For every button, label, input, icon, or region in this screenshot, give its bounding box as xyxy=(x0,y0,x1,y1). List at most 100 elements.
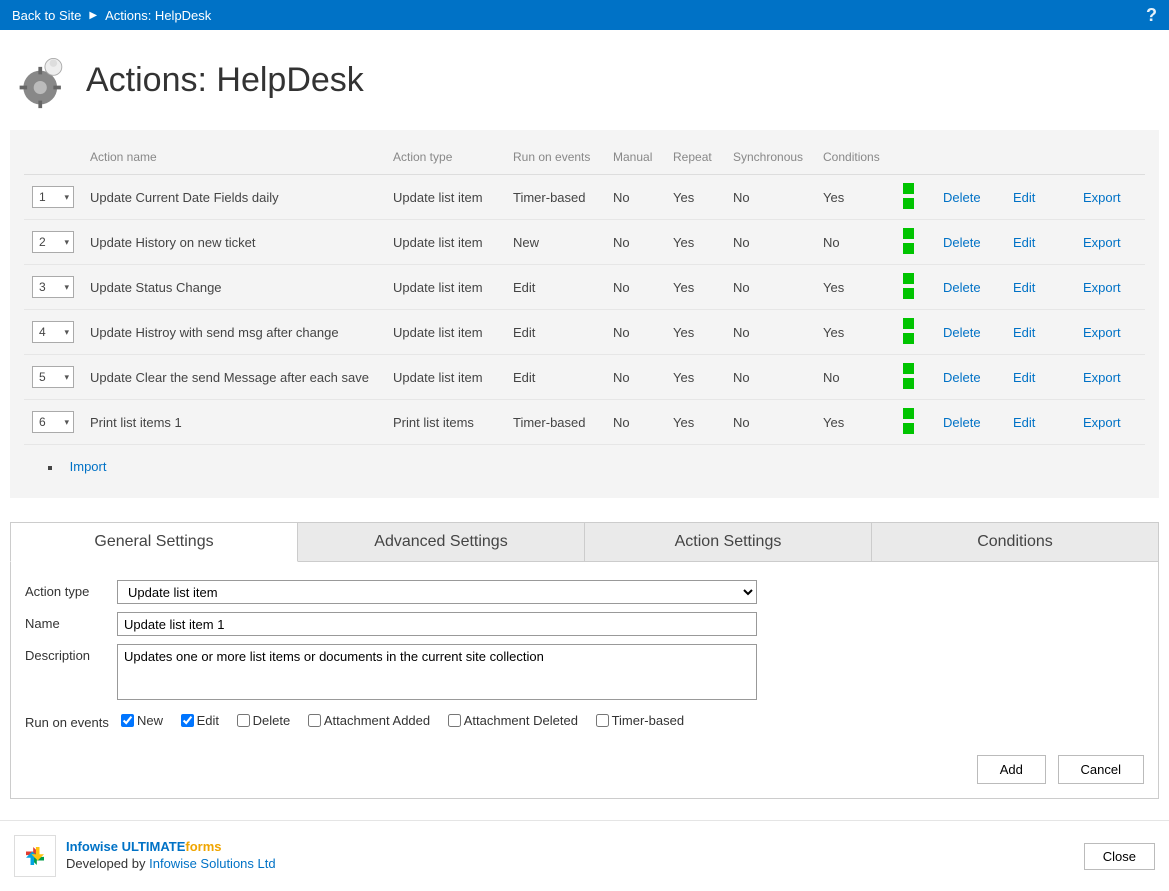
export-link[interactable]: Export xyxy=(1083,415,1121,430)
export-link[interactable]: Export xyxy=(1083,280,1121,295)
cell-status xyxy=(895,175,935,220)
chk-att-deleted[interactable] xyxy=(448,714,461,727)
edit-link[interactable]: Edit xyxy=(1013,190,1035,205)
order-select[interactable]: 6▾ xyxy=(32,411,74,433)
footer: Infowise ULTIMATEforms Developed by Info… xyxy=(0,820,1169,891)
cell-status xyxy=(895,400,935,445)
tabs: General Settings Advanced Settings Actio… xyxy=(10,522,1159,562)
col-type: Action type xyxy=(385,144,505,175)
cell-repeat: Yes xyxy=(665,355,725,400)
cell-status xyxy=(895,265,935,310)
delete-link[interactable]: Delete xyxy=(943,280,981,295)
chk-att-deleted-label: Attachment Deleted xyxy=(464,713,578,728)
chk-new-label: New xyxy=(137,713,163,728)
close-button[interactable]: Close xyxy=(1084,843,1155,870)
add-button[interactable]: Add xyxy=(977,755,1046,784)
order-select[interactable]: 3▾ xyxy=(32,276,74,298)
cell-sync: No xyxy=(725,400,815,445)
edit-link[interactable]: Edit xyxy=(1013,235,1035,250)
cell-status xyxy=(895,220,935,265)
edit-link[interactable]: Edit xyxy=(1013,370,1035,385)
delete-link[interactable]: Delete xyxy=(943,235,981,250)
delete-link[interactable]: Delete xyxy=(943,415,981,430)
order-select[interactable]: 1▾ xyxy=(32,186,74,208)
actions-table: Action name Action type Run on events Ma… xyxy=(24,144,1145,445)
cell-type: Update list item xyxy=(385,355,505,400)
edit-link[interactable]: Edit xyxy=(1013,325,1035,340)
action-type-select[interactable]: Update list item xyxy=(117,580,757,604)
page-header: Actions: HelpDesk xyxy=(0,30,1169,120)
col-manual: Manual xyxy=(605,144,665,175)
events-checkboxes: New Edit Delete Attachment Added Attachm… xyxy=(117,711,757,730)
import-link[interactable]: Import xyxy=(70,459,107,474)
chk-new[interactable] xyxy=(121,714,134,727)
delete-link[interactable]: Delete xyxy=(943,325,981,340)
edit-link[interactable]: Edit xyxy=(1013,280,1035,295)
description-input[interactable] xyxy=(117,644,757,700)
delete-link[interactable]: Delete xyxy=(943,370,981,385)
export-link[interactable]: Export xyxy=(1083,235,1121,250)
cell-run: Edit xyxy=(505,355,605,400)
cell-type: Update list item xyxy=(385,175,505,220)
table-row: 5▾Update Clear the send Message after ea… xyxy=(24,355,1145,400)
tab-conditions[interactable]: Conditions xyxy=(872,522,1159,562)
cell-name: Update Status Change xyxy=(82,265,385,310)
col-repeat: Repeat xyxy=(665,144,725,175)
developed-by: Developed by xyxy=(66,856,149,871)
back-to-site-link[interactable]: Back to Site xyxy=(12,8,81,23)
cell-repeat: Yes xyxy=(665,400,725,445)
actions-panel: Action name Action type Run on events Ma… xyxy=(10,130,1159,498)
chk-timer[interactable] xyxy=(596,714,609,727)
order-select[interactable]: 5▾ xyxy=(32,366,74,388)
chk-att-added[interactable] xyxy=(308,714,321,727)
tab-advanced[interactable]: Advanced Settings xyxy=(298,522,585,562)
breadcrumb-separator: ▶ xyxy=(89,10,97,21)
cell-cond: No xyxy=(815,355,895,400)
tab-action[interactable]: Action Settings xyxy=(585,522,872,562)
col-cond: Conditions xyxy=(815,144,895,175)
status-square-icon xyxy=(903,228,914,239)
cell-run: Edit xyxy=(505,310,605,355)
col-run: Run on events xyxy=(505,144,605,175)
status-square-icon xyxy=(903,198,914,209)
edit-link[interactable]: Edit xyxy=(1013,415,1035,430)
delete-link[interactable]: Delete xyxy=(943,190,981,205)
cancel-button[interactable]: Cancel xyxy=(1058,755,1144,784)
order-select[interactable]: 2▾ xyxy=(32,231,74,253)
cell-manual: No xyxy=(605,355,665,400)
status-square-icon xyxy=(903,183,914,194)
bullet-icon xyxy=(48,466,52,470)
footer-logo xyxy=(14,835,56,877)
company-link[interactable]: Infowise Solutions Ltd xyxy=(149,856,275,871)
chk-edit-label: Edit xyxy=(197,713,219,728)
chk-delete[interactable] xyxy=(237,714,250,727)
status-square-icon xyxy=(903,288,914,299)
name-input[interactable] xyxy=(117,612,757,636)
tab-general[interactable]: General Settings xyxy=(10,522,298,562)
cell-cond: No xyxy=(815,220,895,265)
cell-type: Update list item xyxy=(385,220,505,265)
status-square-icon xyxy=(903,333,914,344)
export-link[interactable]: Export xyxy=(1083,190,1121,205)
topbar: Back to Site ▶ Actions: HelpDesk ? xyxy=(0,0,1169,30)
tab-body: Action type Update list item Name Descri… xyxy=(10,561,1159,799)
cell-repeat: Yes xyxy=(665,175,725,220)
page-title: Actions: HelpDesk xyxy=(86,61,364,100)
cell-type: Update list item xyxy=(385,265,505,310)
settings-section: General Settings Advanced Settings Actio… xyxy=(10,522,1159,800)
status-square-icon xyxy=(903,378,914,389)
chk-edit[interactable] xyxy=(181,714,194,727)
help-icon[interactable]: ? xyxy=(1146,5,1157,26)
export-link[interactable]: Export xyxy=(1083,370,1121,385)
brand-infowise: Infowise xyxy=(66,839,122,854)
cell-sync: No xyxy=(725,175,815,220)
status-square-icon xyxy=(903,273,914,284)
cell-run: Edit xyxy=(505,265,605,310)
order-select[interactable]: 4▾ xyxy=(32,321,74,343)
table-row: 6▾Print list items 1Print list itemsTime… xyxy=(24,400,1145,445)
status-square-icon xyxy=(903,408,914,419)
status-square-icon xyxy=(903,318,914,329)
export-link[interactable]: Export xyxy=(1083,325,1121,340)
import-row: Import xyxy=(24,445,1145,474)
table-row: 3▾Update Status ChangeUpdate list itemEd… xyxy=(24,265,1145,310)
